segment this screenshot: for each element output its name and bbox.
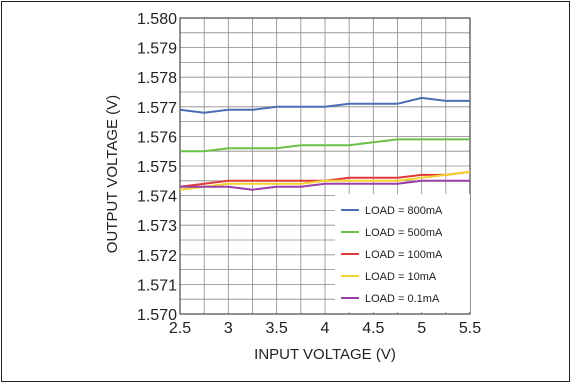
legend-label: LOAD = 10mA xyxy=(365,271,437,283)
series-line-load-10ma xyxy=(179,170,471,191)
y-tick-label: 1.572 xyxy=(137,248,177,265)
y-tick-label: 1.578 xyxy=(137,70,177,87)
x-tick-label: 4.5 xyxy=(362,320,384,337)
series-line-load-0-1ma xyxy=(180,179,470,191)
y-tick-label: 1.579 xyxy=(137,41,177,58)
x-tick-label: 2.5 xyxy=(169,320,191,337)
plot-area xyxy=(179,17,471,315)
x-tick-label: 3.5 xyxy=(266,320,288,337)
y-tick-label: 1.571 xyxy=(137,277,177,294)
x-tick-label: 5 xyxy=(417,320,426,337)
y-tick-label: 1.577 xyxy=(137,100,177,117)
chart-series xyxy=(179,96,471,191)
y-tick-label: 1.573 xyxy=(137,218,177,235)
y-axis-label: OUTPUT VOLTAGE (V) xyxy=(104,95,121,253)
legend-label: LOAD = 100mA xyxy=(365,249,443,261)
axis-ticks: 2.5 3 3.5 4 4.5 5 5.5 1.570 1.571 1.572 1.573 1.574… xyxy=(137,11,481,337)
legend-label: LOAD = 0.1mA xyxy=(365,293,440,305)
legend-label: LOAD = 800mA xyxy=(365,205,443,217)
x-tick-label: 4 xyxy=(321,320,330,337)
x-tick-label: 3 xyxy=(224,320,233,337)
x-axis-label: INPUT VOLTAGE (V) xyxy=(254,346,396,363)
series-line-load-800ma xyxy=(179,96,470,114)
y-tick-label: 1.580 xyxy=(137,11,177,28)
legend-label: LOAD = 500mA xyxy=(365,227,443,239)
x-tick-label: 5.5 xyxy=(459,320,481,337)
series-line-load-500ma xyxy=(180,138,470,153)
y-tick-label: 1.576 xyxy=(137,129,177,146)
y-tick-label: 1.570 xyxy=(137,307,177,324)
y-tick-label: 1.575 xyxy=(137,159,177,176)
y-tick-label: 1.574 xyxy=(137,189,177,206)
chart-legend: LOAD = 800mA LOAD = 500mA LOAD = 100mA LOAD… xyxy=(335,194,470,312)
